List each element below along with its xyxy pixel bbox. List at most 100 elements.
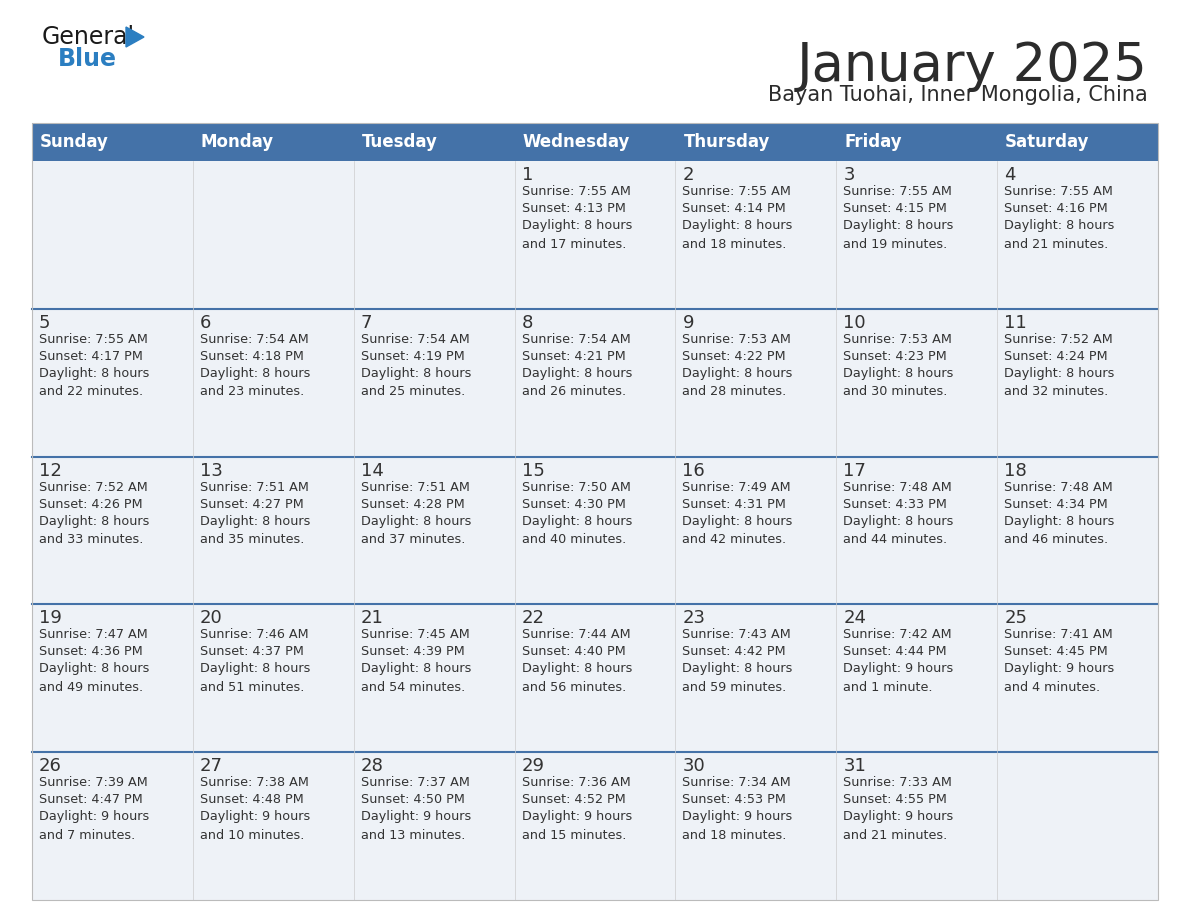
- Text: Daylight: 8 hours
and 21 minutes.: Daylight: 8 hours and 21 minutes.: [1004, 219, 1114, 251]
- Text: Sunrise: 7:42 AM: Sunrise: 7:42 AM: [843, 629, 952, 642]
- Bar: [32, 752, 1158, 900]
- Text: Daylight: 8 hours
and 37 minutes.: Daylight: 8 hours and 37 minutes.: [361, 515, 472, 546]
- Text: Daylight: 8 hours
and 40 minutes.: Daylight: 8 hours and 40 minutes.: [522, 515, 632, 546]
- Text: Daylight: 8 hours
and 56 minutes.: Daylight: 8 hours and 56 minutes.: [522, 663, 632, 694]
- Text: Sunrise: 7:48 AM: Sunrise: 7:48 AM: [843, 481, 952, 494]
- Text: Daylight: 9 hours
and 13 minutes.: Daylight: 9 hours and 13 minutes.: [361, 811, 470, 842]
- Text: Sunrise: 7:50 AM: Sunrise: 7:50 AM: [522, 481, 631, 494]
- Text: Sunset: 4:40 PM: Sunset: 4:40 PM: [522, 645, 625, 658]
- Text: 31: 31: [843, 757, 866, 775]
- Text: 20: 20: [200, 610, 222, 627]
- Text: 21: 21: [361, 610, 384, 627]
- Text: 18: 18: [1004, 462, 1026, 479]
- Text: Sunset: 4:53 PM: Sunset: 4:53 PM: [682, 793, 786, 806]
- Text: Sunset: 4:14 PM: Sunset: 4:14 PM: [682, 202, 786, 215]
- Bar: [32, 161, 1158, 308]
- Text: Sunrise: 7:33 AM: Sunrise: 7:33 AM: [843, 777, 952, 789]
- Text: Daylight: 8 hours
and 19 minutes.: Daylight: 8 hours and 19 minutes.: [843, 219, 954, 251]
- Text: 17: 17: [843, 462, 866, 479]
- Text: 19: 19: [39, 610, 62, 627]
- Text: Sunset: 4:26 PM: Sunset: 4:26 PM: [39, 498, 143, 510]
- Text: Sunrise: 7:45 AM: Sunrise: 7:45 AM: [361, 629, 469, 642]
- Text: Daylight: 8 hours
and 28 minutes.: Daylight: 8 hours and 28 minutes.: [682, 367, 792, 398]
- Text: 23: 23: [682, 610, 706, 627]
- Text: Sunrise: 7:37 AM: Sunrise: 7:37 AM: [361, 777, 469, 789]
- Text: 26: 26: [39, 757, 62, 775]
- Text: 9: 9: [682, 314, 694, 331]
- Text: Daylight: 8 hours
and 35 minutes.: Daylight: 8 hours and 35 minutes.: [200, 515, 310, 546]
- Text: Sunrise: 7:53 AM: Sunrise: 7:53 AM: [682, 333, 791, 346]
- Text: Daylight: 8 hours
and 33 minutes.: Daylight: 8 hours and 33 minutes.: [39, 515, 150, 546]
- Text: Sunrise: 7:55 AM: Sunrise: 7:55 AM: [1004, 185, 1113, 198]
- Text: Sunrise: 7:52 AM: Sunrise: 7:52 AM: [1004, 333, 1113, 346]
- Text: 7: 7: [361, 314, 372, 331]
- Text: Sunrise: 7:38 AM: Sunrise: 7:38 AM: [200, 777, 309, 789]
- Text: Daylight: 8 hours
and 18 minutes.: Daylight: 8 hours and 18 minutes.: [682, 219, 792, 251]
- Text: Saturday: Saturday: [1005, 133, 1089, 151]
- Text: Sunrise: 7:55 AM: Sunrise: 7:55 AM: [39, 333, 147, 346]
- Text: 13: 13: [200, 462, 222, 479]
- Text: Sunrise: 7:49 AM: Sunrise: 7:49 AM: [682, 481, 791, 494]
- Text: 30: 30: [682, 757, 706, 775]
- Text: Daylight: 8 hours
and 54 minutes.: Daylight: 8 hours and 54 minutes.: [361, 663, 472, 694]
- Text: Sunset: 4:33 PM: Sunset: 4:33 PM: [843, 498, 947, 510]
- Bar: [32, 308, 1158, 456]
- Text: 6: 6: [200, 314, 211, 331]
- Text: 2: 2: [682, 166, 694, 184]
- Text: Thursday: Thursday: [683, 133, 770, 151]
- Text: Sunset: 4:30 PM: Sunset: 4:30 PM: [522, 498, 625, 510]
- Text: Tuesday: Tuesday: [361, 133, 437, 151]
- Bar: [32, 456, 1158, 604]
- Text: Sunset: 4:45 PM: Sunset: 4:45 PM: [1004, 645, 1108, 658]
- Text: 28: 28: [361, 757, 384, 775]
- Text: Sunrise: 7:47 AM: Sunrise: 7:47 AM: [39, 629, 147, 642]
- Text: Daylight: 9 hours
and 4 minutes.: Daylight: 9 hours and 4 minutes.: [1004, 663, 1114, 694]
- Text: Sunrise: 7:51 AM: Sunrise: 7:51 AM: [200, 481, 309, 494]
- Text: Sunset: 4:21 PM: Sunset: 4:21 PM: [522, 350, 625, 363]
- Text: Sunset: 4:28 PM: Sunset: 4:28 PM: [361, 498, 465, 510]
- Text: Daylight: 8 hours
and 17 minutes.: Daylight: 8 hours and 17 minutes.: [522, 219, 632, 251]
- Text: 24: 24: [843, 610, 866, 627]
- Text: Sunrise: 7:55 AM: Sunrise: 7:55 AM: [843, 185, 952, 198]
- Bar: [32, 123, 1158, 161]
- Text: 16: 16: [682, 462, 706, 479]
- Text: Sunset: 4:27 PM: Sunset: 4:27 PM: [200, 498, 304, 510]
- Text: Sunrise: 7:46 AM: Sunrise: 7:46 AM: [200, 629, 309, 642]
- Text: 14: 14: [361, 462, 384, 479]
- Text: Daylight: 8 hours
and 46 minutes.: Daylight: 8 hours and 46 minutes.: [1004, 515, 1114, 546]
- Text: 11: 11: [1004, 314, 1026, 331]
- Text: Sunset: 4:23 PM: Sunset: 4:23 PM: [843, 350, 947, 363]
- Text: 3: 3: [843, 166, 855, 184]
- Text: Sunrise: 7:34 AM: Sunrise: 7:34 AM: [682, 777, 791, 789]
- Text: Sunrise: 7:55 AM: Sunrise: 7:55 AM: [522, 185, 631, 198]
- Text: Sunset: 4:13 PM: Sunset: 4:13 PM: [522, 202, 625, 215]
- Text: Sunset: 4:52 PM: Sunset: 4:52 PM: [522, 793, 625, 806]
- Text: Daylight: 9 hours
and 15 minutes.: Daylight: 9 hours and 15 minutes.: [522, 811, 632, 842]
- Text: Wednesday: Wednesday: [523, 133, 630, 151]
- Text: Sunrise: 7:43 AM: Sunrise: 7:43 AM: [682, 629, 791, 642]
- Text: Sunrise: 7:39 AM: Sunrise: 7:39 AM: [39, 777, 147, 789]
- Text: Sunset: 4:47 PM: Sunset: 4:47 PM: [39, 793, 143, 806]
- Text: Daylight: 8 hours
and 23 minutes.: Daylight: 8 hours and 23 minutes.: [200, 367, 310, 398]
- Text: Sunrise: 7:36 AM: Sunrise: 7:36 AM: [522, 777, 631, 789]
- Text: Daylight: 8 hours
and 30 minutes.: Daylight: 8 hours and 30 minutes.: [843, 367, 954, 398]
- Text: Sunset: 4:37 PM: Sunset: 4:37 PM: [200, 645, 304, 658]
- Text: 29: 29: [522, 757, 544, 775]
- Text: Bayan Tuohai, Inner Mongolia, China: Bayan Tuohai, Inner Mongolia, China: [769, 85, 1148, 105]
- Text: Daylight: 8 hours
and 22 minutes.: Daylight: 8 hours and 22 minutes.: [39, 367, 150, 398]
- Text: Sunset: 4:48 PM: Sunset: 4:48 PM: [200, 793, 304, 806]
- Text: January 2025: January 2025: [797, 40, 1148, 92]
- Polygon shape: [126, 27, 144, 47]
- Text: General: General: [42, 25, 135, 49]
- Text: Daylight: 8 hours
and 49 minutes.: Daylight: 8 hours and 49 minutes.: [39, 663, 150, 694]
- Text: Sunrise: 7:41 AM: Sunrise: 7:41 AM: [1004, 629, 1113, 642]
- Text: Sunset: 4:39 PM: Sunset: 4:39 PM: [361, 645, 465, 658]
- Text: Sunset: 4:24 PM: Sunset: 4:24 PM: [1004, 350, 1107, 363]
- Bar: [32, 123, 1158, 900]
- Text: Sunset: 4:18 PM: Sunset: 4:18 PM: [200, 350, 304, 363]
- Text: Daylight: 8 hours
and 25 minutes.: Daylight: 8 hours and 25 minutes.: [361, 367, 472, 398]
- Text: Sunrise: 7:55 AM: Sunrise: 7:55 AM: [682, 185, 791, 198]
- Text: Daylight: 8 hours
and 59 minutes.: Daylight: 8 hours and 59 minutes.: [682, 663, 792, 694]
- Text: 8: 8: [522, 314, 533, 331]
- Text: Daylight: 9 hours
and 10 minutes.: Daylight: 9 hours and 10 minutes.: [200, 811, 310, 842]
